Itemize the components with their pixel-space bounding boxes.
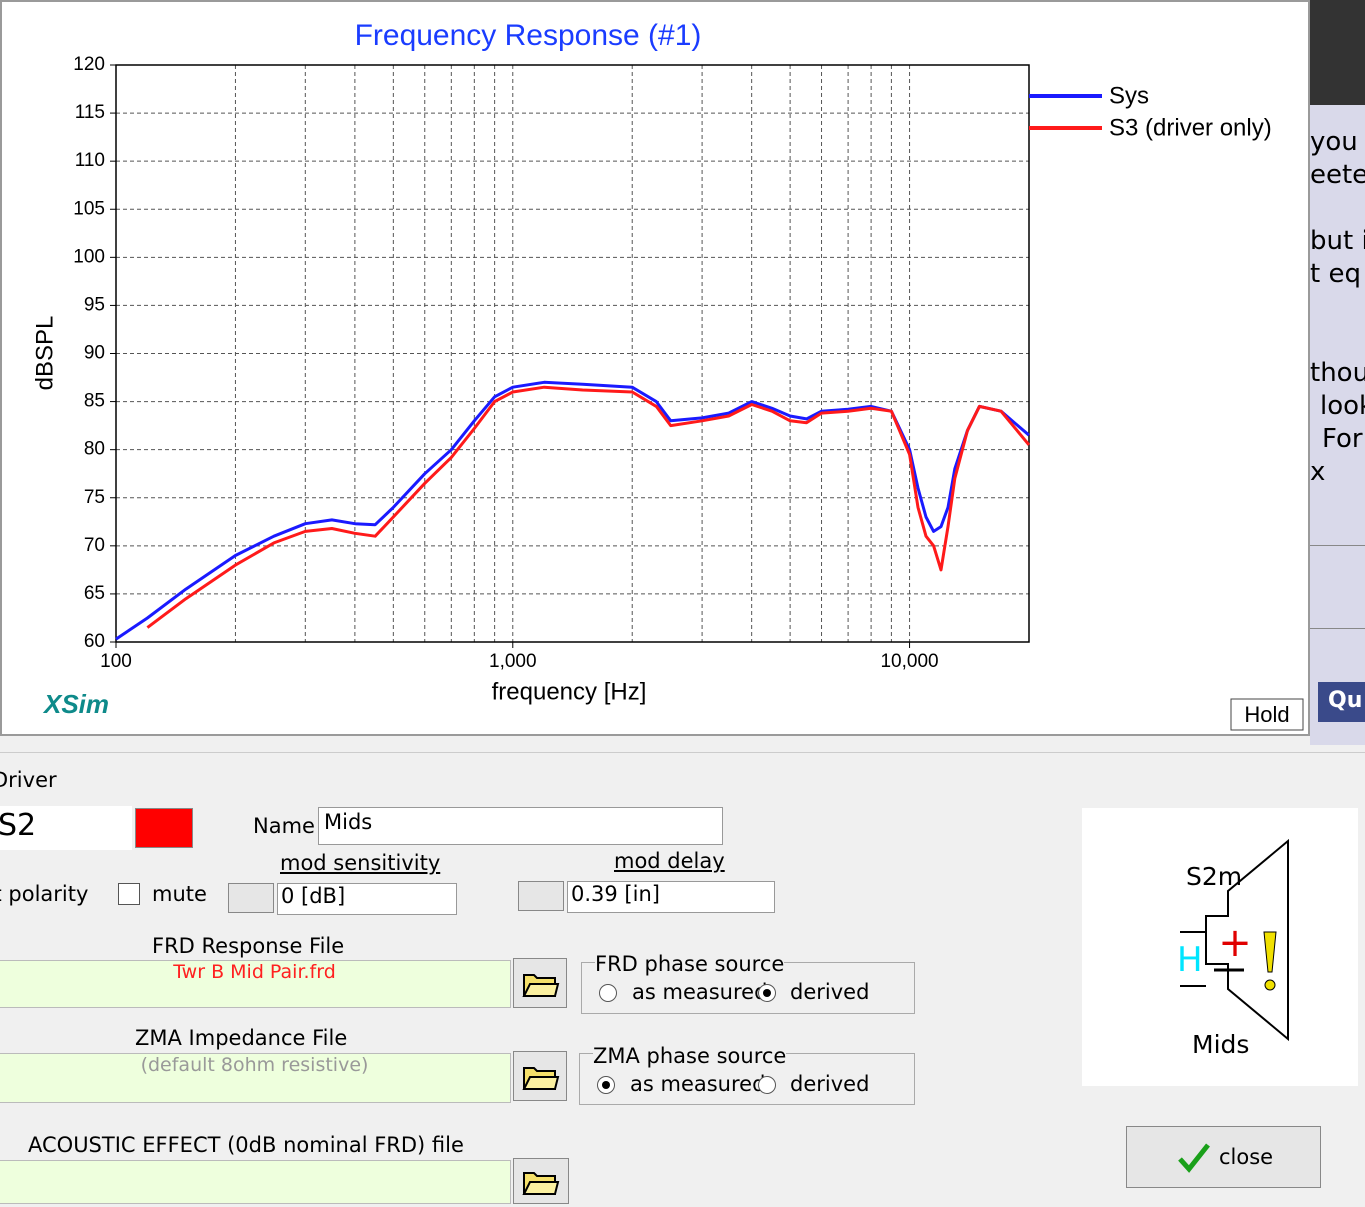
check-icon (1178, 1143, 1210, 1173)
x-tick-label: 10,000 (880, 651, 938, 672)
mod-sensitivity-input[interactable]: 0 [dB] (277, 883, 457, 915)
chart-title: Frequency Response (#1) (355, 19, 702, 52)
speaker-symbol: + (1180, 838, 1289, 1042)
x-tick-label: 100 (100, 651, 132, 672)
y-tick-label: 65 (84, 583, 105, 604)
symbol-name: Mids (1192, 1030, 1250, 1059)
radio-button[interactable] (597, 1076, 615, 1094)
folder-icon (522, 1067, 560, 1090)
color-swatch[interactable] (135, 808, 193, 848)
folder-button[interactable] (513, 1051, 567, 1101)
chart-window (0, 0, 1310, 736)
acoustic-label: ACOUSTIC EFFECT (0dB nominal FRD) file (28, 1133, 464, 1157)
y-tick-label: 110 (75, 150, 105, 171)
y-tick-label: 60 (84, 631, 105, 652)
y-tick-label: 70 (84, 535, 105, 556)
background-window (1310, 105, 1365, 745)
radio-button[interactable] (758, 984, 776, 1002)
x-tick-label: 1,000 (489, 651, 537, 672)
mute-label: mute (152, 882, 207, 906)
mod-sensitivity-label: mod sensitivity (280, 851, 441, 875)
name-input[interactable]: Mids (318, 807, 723, 845)
background-text: thou (1310, 358, 1365, 388)
zma-phase-title: ZMA phase source (593, 1044, 787, 1068)
svg-text:+: + (1218, 920, 1252, 966)
spinner[interactable] (518, 881, 564, 911)
y-tick-label: 90 (84, 343, 105, 364)
background-text: x (1310, 457, 1326, 487)
hold-label[interactable]: Hold (1244, 702, 1289, 727)
y-tick-label: 95 (84, 294, 105, 315)
background-text: eete (1310, 160, 1365, 190)
divider (1310, 628, 1365, 629)
y-tick-label: 115 (75, 102, 105, 123)
background-text: For (1322, 424, 1363, 454)
quick-button[interactable]: Qu (1318, 682, 1365, 722)
polarity-label: Invert polarity (0, 882, 89, 906)
radio-button[interactable] (758, 1076, 776, 1094)
symbol-badge: H (1177, 940, 1203, 980)
background-text: t eq (1310, 259, 1361, 289)
y-tick-label: 85 (84, 391, 105, 412)
close-label: close (1219, 1145, 1274, 1169)
series-line (146, 385, 1031, 629)
frd-phase-title: FRD phase source (595, 952, 785, 976)
legend-label: Sys (1109, 82, 1149, 109)
mod-delay-input[interactable]: 0.39 [in] (567, 881, 775, 913)
frd-file[interactable]: Twr B Mid Pair.frd (0, 960, 511, 1008)
legend-label: S3 (driver only) (1109, 114, 1272, 141)
radio-label: derived (790, 1072, 870, 1096)
folder-button[interactable] (513, 1158, 569, 1204)
radio-button[interactable] (599, 984, 617, 1002)
background-text: but i (1310, 226, 1365, 256)
acoustic-file[interactable] (0, 1160, 511, 1204)
radio-label: as measured (632, 980, 768, 1004)
symbol-id: S2m (1186, 862, 1243, 891)
spinner[interactable] (228, 883, 274, 913)
zma-file[interactable]: (default 8ohm resistive) (0, 1053, 511, 1103)
background-text: you (1310, 127, 1358, 157)
plot-frame (115, 64, 1030, 643)
y-tick-label: 100 (73, 246, 105, 267)
chart: Frequency Response (#1) frequency [Hz] d… (31, 19, 1304, 731)
radio-label: as measured (630, 1072, 766, 1096)
divider (1310, 545, 1365, 546)
name-label: Name (253, 814, 315, 838)
background-text: look (1320, 391, 1365, 421)
y-axis-label: dBSPL (31, 316, 58, 391)
y-tick-label: 75 (84, 487, 105, 508)
driver-id[interactable]: S2 (0, 806, 132, 850)
mute-checkbox[interactable] (118, 883, 140, 905)
close-button[interactable]: close (1126, 1126, 1321, 1188)
y-tick-label: 80 (84, 439, 105, 460)
brand: XSim (42, 689, 109, 719)
series-line (115, 380, 1030, 641)
section-label: Driver (0, 768, 57, 792)
y-tick-label: 120 (73, 54, 105, 75)
folder-icon (522, 1172, 560, 1195)
folder-button[interactable] (513, 958, 567, 1008)
side-toolbar (1310, 0, 1365, 105)
zma-label: ZMA Impedance File (135, 1026, 348, 1050)
frd-label: FRD Response File (152, 934, 345, 958)
mod-delay-label: mod delay (614, 849, 725, 873)
y-tick-label: 105 (73, 198, 105, 219)
x-axis-label: frequency [Hz] (492, 678, 647, 705)
folder-icon (522, 974, 560, 997)
hold-button[interactable] (1230, 698, 1304, 731)
radio-label: derived (790, 980, 870, 1004)
